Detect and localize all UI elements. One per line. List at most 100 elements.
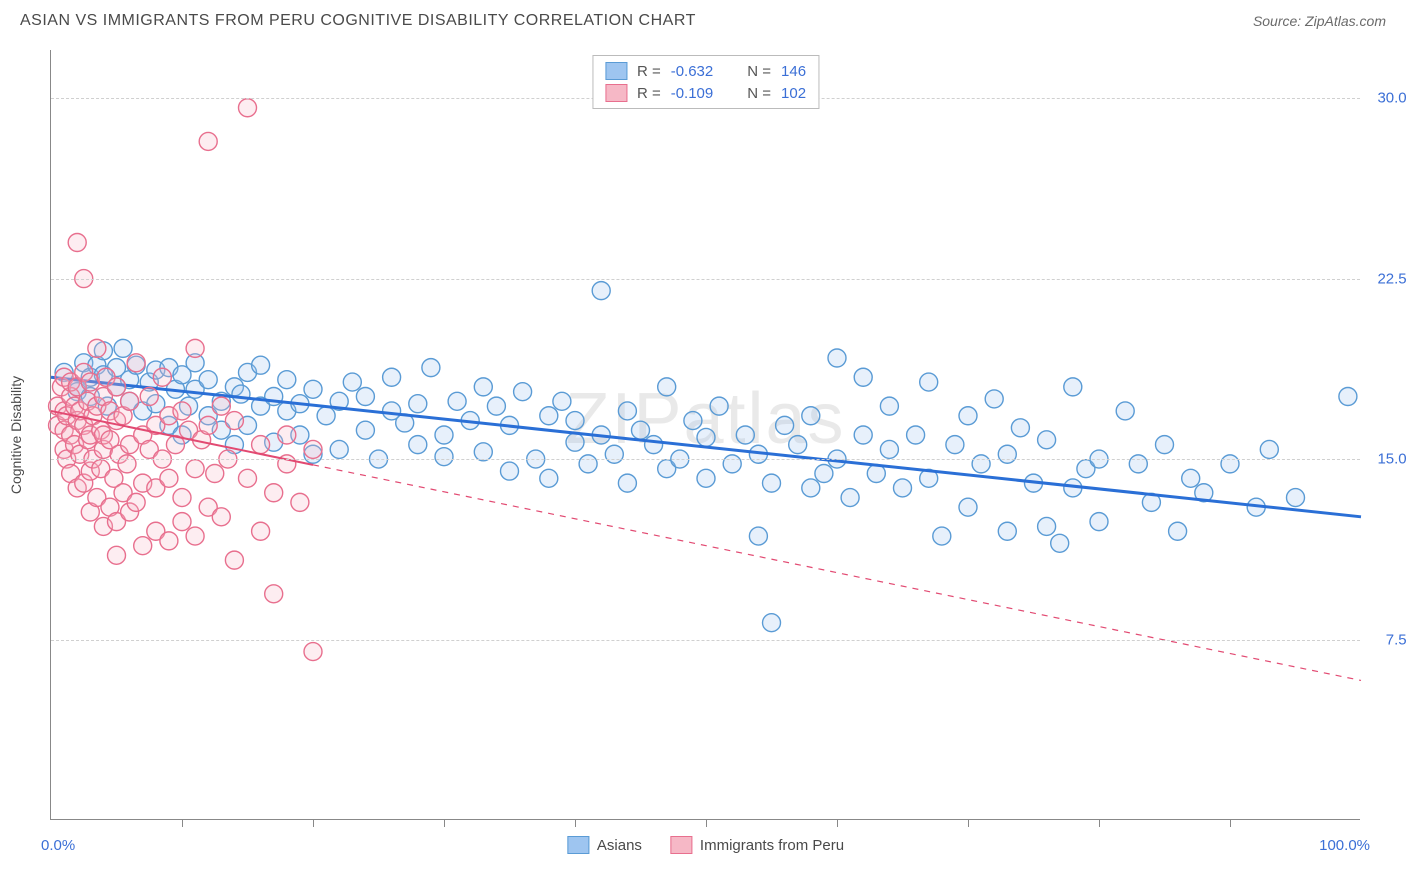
gridline: [51, 640, 1360, 641]
data-point: [278, 426, 296, 444]
data-point: [422, 359, 440, 377]
data-point: [199, 132, 217, 150]
data-point: [540, 469, 558, 487]
data-point: [487, 397, 505, 415]
data-point: [160, 469, 178, 487]
y-tick-label: 22.5%: [1377, 270, 1406, 287]
x-tick: [1230, 819, 1231, 827]
data-point: [789, 436, 807, 454]
data-point: [933, 527, 951, 545]
data-point: [710, 397, 728, 415]
data-point: [763, 474, 781, 492]
data-point: [841, 489, 859, 507]
r-value: -0.109: [671, 85, 714, 102]
data-point: [959, 498, 977, 516]
data-point: [252, 436, 270, 454]
x-tick: [1099, 819, 1100, 827]
chart-header: ASIAN VS IMMIGRANTS FROM PERU COGNITIVE …: [0, 0, 1406, 38]
data-point: [304, 643, 322, 661]
data-point: [697, 469, 715, 487]
data-point: [173, 489, 191, 507]
scatter-plot-svg: [51, 50, 1360, 819]
data-point: [658, 378, 676, 396]
data-point: [632, 421, 650, 439]
data-point: [343, 373, 361, 391]
data-point: [592, 282, 610, 300]
gridline: [51, 279, 1360, 280]
data-point: [1064, 378, 1082, 396]
x-tick: [968, 819, 969, 827]
y-tick-label: 30.0%: [1377, 90, 1406, 107]
legend-swatch: [605, 62, 627, 80]
data-point: [802, 479, 820, 497]
data-point: [186, 527, 204, 545]
data-point: [645, 436, 663, 454]
legend-label: Immigrants from Peru: [700, 837, 844, 854]
data-point: [252, 356, 270, 374]
data-point: [127, 354, 145, 372]
data-point: [1260, 440, 1278, 458]
data-point: [278, 371, 296, 389]
legend-swatch: [670, 836, 692, 854]
data-point: [880, 397, 898, 415]
data-point: [88, 339, 106, 357]
data-point: [206, 465, 224, 483]
data-point: [291, 493, 309, 511]
data-point: [907, 426, 925, 444]
x-tick: [837, 819, 838, 827]
data-point: [1090, 513, 1108, 531]
data-point: [252, 522, 270, 540]
y-tick-label: 7.5%: [1386, 631, 1406, 648]
data-point: [173, 402, 191, 420]
data-point: [1182, 469, 1200, 487]
data-point: [409, 395, 427, 413]
data-point: [684, 412, 702, 430]
data-point: [304, 440, 322, 458]
data-point: [776, 416, 794, 434]
data-point: [1129, 455, 1147, 473]
stats-row: R =-0.109N =102: [605, 82, 806, 104]
data-point: [579, 455, 597, 473]
data-point: [199, 371, 217, 389]
n-value: 102: [781, 85, 806, 102]
chart-title: ASIAN VS IMMIGRANTS FROM PERU COGNITIVE …: [20, 12, 696, 30]
gridline: [51, 459, 1360, 460]
data-point: [1156, 436, 1174, 454]
data-point: [225, 412, 243, 430]
x-tick: [706, 819, 707, 827]
data-point: [972, 455, 990, 473]
data-point: [186, 339, 204, 357]
data-point: [802, 407, 820, 425]
data-point: [1038, 431, 1056, 449]
data-point: [127, 493, 145, 511]
data-point: [199, 416, 217, 434]
data-point: [239, 99, 257, 117]
data-point: [68, 234, 86, 252]
data-point: [134, 537, 152, 555]
data-point: [265, 484, 283, 502]
data-point: [212, 508, 230, 526]
data-point: [723, 455, 741, 473]
data-point: [409, 436, 427, 454]
data-point: [697, 428, 715, 446]
data-point: [553, 392, 571, 410]
x-tick: [575, 819, 576, 827]
correlation-stats-box: R =-0.632N =146R =-0.109N =102: [592, 55, 819, 109]
data-point: [186, 460, 204, 478]
data-point: [946, 436, 964, 454]
data-point: [265, 585, 283, 603]
data-point: [118, 455, 136, 473]
data-point: [356, 388, 374, 406]
data-point: [736, 426, 754, 444]
n-label: N =: [747, 63, 771, 80]
data-point: [749, 527, 767, 545]
data-point: [854, 368, 872, 386]
data-point: [618, 402, 636, 420]
data-point: [140, 388, 158, 406]
data-point: [566, 433, 584, 451]
r-value: -0.632: [671, 63, 714, 80]
stats-row: R =-0.632N =146: [605, 60, 806, 82]
data-point: [121, 392, 139, 410]
data-point: [514, 383, 532, 401]
n-value: 146: [781, 63, 806, 80]
